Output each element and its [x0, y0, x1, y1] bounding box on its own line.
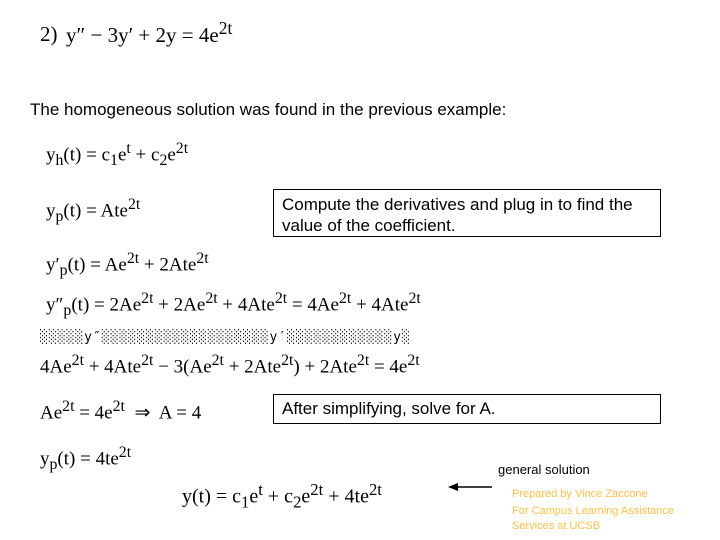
general-solution: y(t) = c1et + c2e2t + 4te2t [182, 480, 382, 513]
homogeneous-solution: yh(t) = c1et + c2e2t [46, 140, 188, 170]
instruction-box-1: Compute the derivatives and plug in to f… [273, 189, 661, 237]
substitution-line: 4Ae2t + 4Ate2t − 3(Ae2t + 2Ate2t) + 2Ate… [40, 352, 420, 378]
instruction-box-2-text: After simplifying, solve for A. [282, 399, 496, 418]
garbled-row: ░░░░░y″░░░░░░░░░░░░░░░░░░░y′░░░░░░░░░░░░… [40, 330, 411, 345]
instruction-box-2: After simplifying, solve for A. [273, 394, 661, 424]
yp-second-derivative: y″p(t) = 2Ae2t + 2Ae2t + 4Ate2t = 4Ae2t … [46, 290, 421, 320]
yp-guess: yp(t) = Ate2t [46, 196, 140, 226]
solve-line: Ae2t = 4e2t ⇒ A = 4 [40, 398, 201, 424]
intro-text: The homogeneous solution was found in th… [30, 100, 506, 120]
general-solution-label: general solution [498, 462, 590, 477]
instruction-box-1-text: Compute the derivatives and plug in to f… [282, 195, 633, 235]
yp-first-derivative: y′p(t) = Ae2t + 2Ate2t [46, 250, 209, 280]
arrow-icon [448, 480, 494, 494]
problem-number: 2) [40, 22, 58, 47]
footer-author: Prepared by Vince Zaccone [512, 487, 702, 502]
slide: 2) y″ − 3y′ + 2y = 4e2t The homogeneous … [0, 0, 720, 540]
problem-equation: y″ − 3y′ + 2y = 4e2t [66, 18, 232, 48]
yp-final: yp(t) = 4te2t [40, 444, 131, 474]
footer-org: For Campus Learning Assistance Services … [512, 504, 702, 534]
footer: Prepared by Vince Zaccone For Campus Lea… [512, 487, 702, 534]
